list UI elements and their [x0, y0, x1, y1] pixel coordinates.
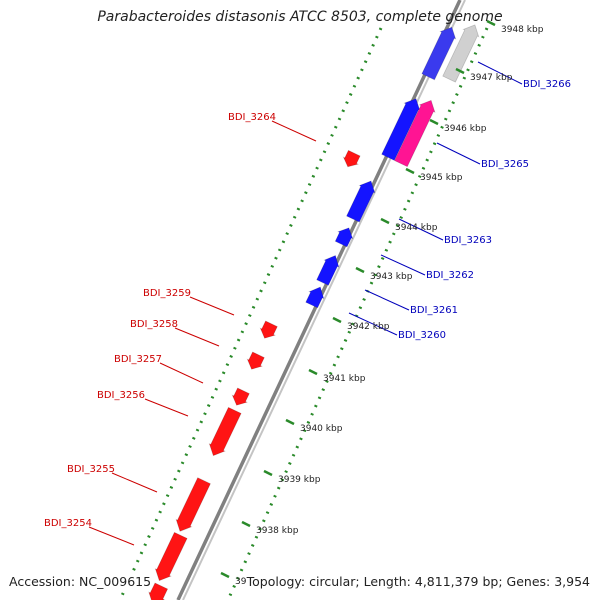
- scale-tick: [285, 418, 295, 426]
- scale-tick: [332, 316, 342, 324]
- gene-label-bdi-3257: BDI_3257: [114, 354, 162, 365]
- dotted-track-outer: [118, 27, 383, 600]
- dotted-tracks: [118, 27, 489, 600]
- gene-arrow-bdi-3261: [316, 254, 340, 286]
- gene-label-bdi-3254: BDI_3254: [44, 518, 92, 529]
- gene-arrow-highlighted: [394, 99, 436, 168]
- gene-label-bdi-3266: BDI_3266: [523, 79, 571, 90]
- gene-arrow-bdi-3256: [208, 406, 242, 457]
- gene-arrow-bdi-3254: [154, 531, 188, 582]
- gene-arrow-bdi-3263: [346, 180, 376, 223]
- scale-label: 3946 kbp: [444, 124, 487, 134]
- scale-label: 3948 kbp: [501, 25, 544, 35]
- gene-arrow-partial: [148, 582, 169, 600]
- scale-label: 3942 kbp: [347, 322, 390, 332]
- leader-line: [364, 289, 410, 311]
- gene-arrow-bdi-3266: [421, 26, 457, 81]
- leader-line: [380, 254, 426, 276]
- gene-label-bdi-3256: BDI_3256: [97, 390, 145, 401]
- gene-arrow-bdi-3258: [246, 351, 265, 370]
- accession-label: Accession: NC_009615: [9, 574, 152, 589]
- gene-arrow-bdi-3259: [259, 320, 278, 339]
- gene-label-bdi-3262: BDI_3262: [426, 270, 474, 281]
- scale-label: 3944 kbp: [395, 223, 438, 233]
- scale-label: 3940 kbp: [300, 424, 343, 434]
- gene-arrow-bdi-3257: [231, 387, 250, 406]
- leader-line: [477, 61, 523, 85]
- gene-arrow-bdi-3265: [381, 98, 421, 161]
- gene-arrow-bdi-3260: [305, 286, 325, 309]
- leader-line: [174, 327, 220, 347]
- scale-tick: [429, 118, 439, 126]
- scale-tick: [405, 167, 415, 175]
- leader-line: [348, 312, 398, 336]
- gene-label-bdi-3255: BDI_3255: [67, 464, 115, 475]
- gene-arrow-bdi-3262: [334, 227, 354, 248]
- leader-line: [271, 120, 317, 142]
- text-labels: 3948 kbp 3947 kbp 3946 kbp 3945 kbp 3944 kbp…: [44, 25, 571, 587]
- backbone-shadow: [182, 0, 466, 600]
- scale-tick: [380, 217, 390, 225]
- gene-arrow-bdi-3255: [175, 477, 211, 532]
- scale-tick: [308, 368, 318, 376]
- scale-tick: [355, 266, 365, 274]
- genome-title: Parabacteroides distasonis ATCC 8503, co…: [97, 9, 503, 25]
- scale-label: 3938 kbp: [256, 526, 299, 536]
- leader-line: [159, 362, 204, 384]
- leader-line: [88, 526, 135, 546]
- leader-line: [144, 398, 189, 417]
- scale-tick: [263, 469, 273, 477]
- scale-label: 3947 kbp: [470, 73, 513, 83]
- gene-label-bdi-3258: BDI_3258: [130, 319, 178, 330]
- dotted-track-inner: [226, 27, 489, 600]
- gene-label-bdi-3261: BDI_3261: [410, 305, 458, 316]
- genome-summary: Topology: circular; Length: 4,811,379 bp…: [246, 574, 590, 589]
- gene-label-bdi-3263: BDI_3263: [444, 235, 492, 246]
- gene-arrows: [148, 24, 480, 600]
- leader-line: [436, 142, 481, 165]
- scale-label: 3941 kbp: [323, 374, 366, 384]
- scale-tick: [486, 19, 496, 27]
- scale-label: 3939 kbp: [278, 475, 321, 485]
- scale-tick: [241, 520, 251, 528]
- leader-line: [398, 218, 444, 241]
- gene-arrow-bdi-3264: [342, 149, 361, 168]
- scale-label: 3943 kbp: [370, 272, 413, 282]
- gene-label-bdi-3259: BDI_3259: [143, 288, 191, 299]
- scale-tick: [455, 67, 465, 75]
- scale-tick: [220, 571, 230, 579]
- gene-arrow-faded: [442, 24, 480, 83]
- scale-label: 3945 kbp: [420, 173, 463, 183]
- leader-line: [189, 296, 235, 316]
- label-leader-lines: [88, 19, 523, 579]
- gene-label-bdi-3265: BDI_3265: [481, 159, 529, 170]
- gene-label-bdi-3264: BDI_3264: [228, 112, 276, 123]
- leader-line: [111, 472, 158, 493]
- gene-label-bdi-3260: BDI_3260: [398, 330, 446, 341]
